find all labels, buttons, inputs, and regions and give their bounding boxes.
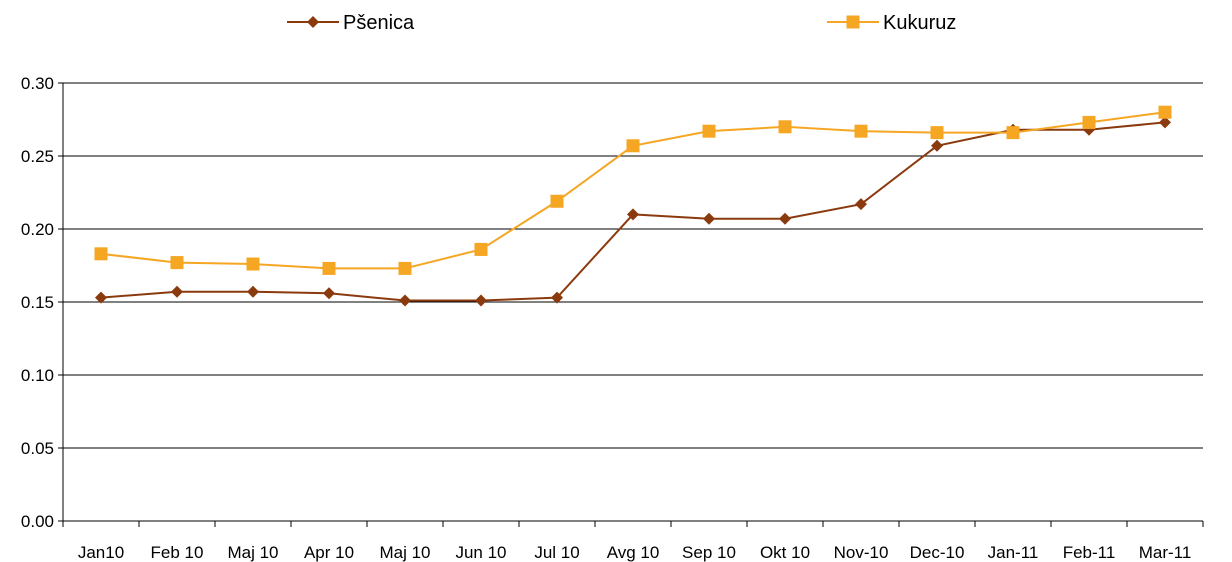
series-2 (94, 105, 1172, 275)
data-point (247, 285, 259, 298)
x-tick-label: Maj 10 (379, 543, 430, 562)
y-tick-label: 0.30 (21, 74, 54, 93)
data-point (95, 291, 107, 304)
y-tick-label: 0.00 (21, 512, 54, 531)
legend-marker (846, 15, 860, 29)
x-tick-label: Jan-11 (988, 543, 1039, 562)
data-point (855, 198, 867, 211)
data-point (627, 208, 639, 221)
data-point (931, 139, 943, 152)
legend-item: Kukuruz (827, 12, 956, 34)
data-point (626, 139, 640, 153)
x-tick-label: Nov-10 (834, 543, 889, 562)
data-point (475, 294, 487, 307)
legend-marker (307, 16, 319, 28)
data-point (1082, 115, 1096, 129)
x-tick-label: Maj 10 (227, 543, 278, 562)
data-point (399, 294, 411, 307)
data-point (474, 242, 488, 256)
data-point (703, 212, 715, 225)
series-1 (95, 116, 1171, 307)
x-tick-label: Mar-11 (1139, 543, 1192, 562)
data-point (170, 256, 184, 270)
x-tick-label: Dec-10 (910, 543, 965, 562)
legend-label: Pšenica (343, 12, 415, 34)
axes: 0.00 0.05 0.10 0.15 0.20 0.25 0.30 Jan10 Feb 10 M… (21, 74, 1204, 562)
data-point (702, 124, 716, 138)
x-tick-label: Avg 10 (607, 543, 660, 562)
data-point (1158, 105, 1172, 119)
legend-label: Kukuruz (883, 12, 956, 34)
x-tick-label: Jun 10 (455, 543, 506, 562)
data-point (323, 287, 335, 300)
data-point (930, 126, 944, 140)
x-tick-label: Jan10 (78, 543, 124, 562)
x-tick-label: Jul 10 (534, 543, 579, 562)
data-point (1006, 126, 1020, 140)
data-point (322, 261, 336, 275)
data-point (779, 212, 791, 225)
gridlines (63, 82, 1203, 449)
x-tick-label: Feb 10 (151, 543, 204, 562)
data-point (551, 291, 563, 304)
legend: Pšenica Kukuruz (287, 12, 956, 34)
x-tick-label: Sep 10 (682, 543, 736, 562)
y-tick-label: 0.15 (21, 293, 54, 312)
data-point (398, 261, 412, 275)
data-point (550, 194, 564, 208)
data-point (1159, 116, 1171, 129)
y-tick-label: 0.10 (21, 366, 54, 385)
x-tick-label: Apr 10 (304, 543, 354, 562)
x-tick-label: Feb-11 (1063, 543, 1116, 562)
data-point (94, 247, 108, 261)
data-point (778, 120, 792, 134)
data-point (246, 257, 260, 271)
legend-item: Pšenica (287, 12, 415, 34)
x-tick-label: Okt 10 (760, 543, 810, 562)
data-point (171, 285, 183, 298)
y-tick-label: 0.05 (21, 439, 54, 458)
y-tick-label: 0.20 (21, 220, 54, 239)
data-point (854, 124, 868, 138)
series-line (100, 111, 1166, 270)
y-tick-label: 0.25 (21, 147, 54, 166)
series-layer (94, 105, 1172, 307)
